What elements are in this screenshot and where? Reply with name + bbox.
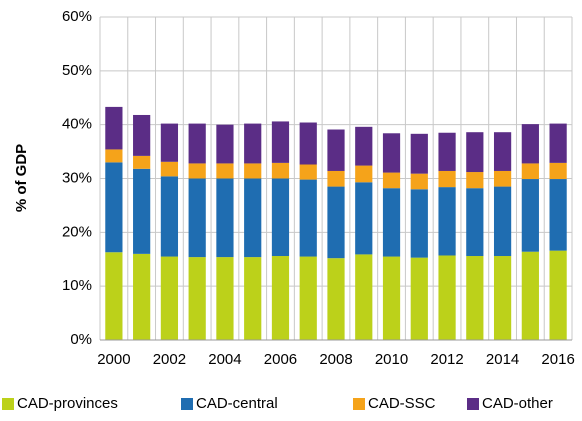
bar-segment [271, 256, 290, 340]
bar-segment [244, 178, 262, 258]
bar-segment [355, 254, 373, 340]
bar-segment [133, 253, 151, 340]
bar-segment [438, 170, 456, 188]
x-tick-label: 2012 [430, 351, 463, 368]
x-tick-label: 2000 [97, 351, 130, 368]
bar-segment [105, 162, 123, 253]
bar-segment [549, 250, 567, 340]
bar-segment [244, 123, 262, 164]
bar-segment [355, 165, 373, 183]
y-tick-label: 30% [62, 169, 92, 186]
y-axis-label: % of GDP [13, 144, 30, 212]
x-tick-label: 2010 [375, 351, 408, 368]
x-tick-label: 2006 [264, 351, 297, 368]
legend-swatch [181, 398, 193, 410]
bar-segment [299, 164, 317, 180]
bar-segment [160, 256, 179, 340]
bar-segment [244, 163, 262, 179]
bar-segment [160, 161, 179, 177]
bar-segment [438, 132, 456, 171]
legend-swatch [2, 398, 14, 410]
bar-segment [105, 252, 123, 340]
y-tick-label: 10% [62, 277, 92, 294]
x-tick-label: 2016 [541, 351, 574, 368]
y-tick-label: 20% [62, 223, 92, 240]
y-tick-label: 0% [70, 331, 92, 348]
bar-segment [355, 182, 373, 255]
x-tick-label: 2002 [153, 351, 186, 368]
bar-segment [549, 179, 567, 251]
legend-label: CAD-central [196, 395, 278, 412]
bar-segment [410, 133, 428, 174]
y-tick-label: 40% [62, 116, 92, 133]
x-tick-label: 2008 [319, 351, 352, 368]
x-tick-label: 2004 [208, 351, 241, 368]
bar-segment [160, 123, 179, 162]
bar-segment [466, 256, 484, 340]
bar-segment [466, 132, 484, 173]
bar-segment [521, 179, 539, 252]
bar-segment [299, 122, 317, 165]
bar-segment [188, 163, 206, 179]
bar-segment [355, 126, 373, 166]
bar-segment [188, 257, 206, 340]
bar-segment [549, 123, 567, 163]
bar-segment [105, 149, 123, 163]
y-tick-label: 50% [62, 62, 92, 79]
bar-segment [466, 172, 484, 189]
bar-segment [216, 124, 234, 164]
bar-segment [327, 186, 345, 259]
bar-segment [466, 188, 484, 257]
bar-segment [133, 114, 151, 156]
bar-segment [327, 129, 345, 171]
bar-segment [521, 163, 539, 180]
bar-segment [216, 178, 234, 258]
bar-segment [216, 257, 234, 340]
bar-segment [188, 178, 206, 258]
bar-segment [216, 163, 234, 179]
bar-segment [438, 187, 456, 256]
bar-segment [382, 133, 401, 173]
bar-segment [244, 257, 262, 340]
bar-segment [521, 124, 539, 164]
bar-segment [160, 176, 179, 257]
bar-segment [410, 189, 428, 258]
y-tick-label: 60% [62, 8, 92, 25]
bar-segment [382, 172, 401, 189]
bar-segment [410, 257, 428, 340]
bar-segment [105, 106, 123, 150]
bar-segment [188, 123, 206, 164]
bar-segment [493, 256, 512, 340]
bar-segment [327, 170, 345, 187]
bar-segment [410, 173, 428, 190]
bar-segment [382, 188, 401, 257]
bar-segment [299, 179, 317, 257]
bar-segment [521, 251, 539, 340]
bar-segment [271, 162, 290, 179]
legend-label: CAD-SSC [368, 395, 436, 412]
bar-segment [549, 162, 567, 180]
bar-segment [327, 258, 345, 340]
legend-label: CAD-provinces [17, 395, 118, 412]
bar-segment [271, 178, 290, 257]
bar-segment [133, 168, 151, 254]
bar-segment [493, 170, 512, 187]
bar-segment [493, 132, 512, 171]
legend-swatch [353, 398, 365, 410]
bar-segment [493, 186, 512, 257]
bar-segment [133, 155, 151, 169]
legend-swatch [467, 398, 479, 410]
bar-segment [299, 256, 317, 340]
bar-segment [438, 255, 456, 340]
x-tick-label: 2014 [486, 351, 519, 368]
legend-label: CAD-other [482, 395, 553, 412]
bar-segment [382, 256, 401, 340]
bar-segment [271, 121, 290, 163]
